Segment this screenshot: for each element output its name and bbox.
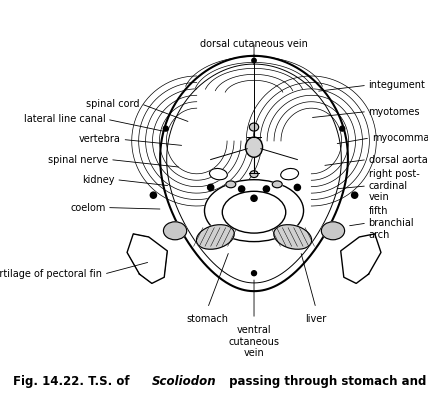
Circle shape xyxy=(238,186,245,192)
Text: ventral
cutaneous
vein: ventral cutaneous vein xyxy=(229,325,279,358)
Circle shape xyxy=(163,126,168,131)
Text: Fig. 14.22. T.S. of: Fig. 14.22. T.S. of xyxy=(13,375,134,388)
Text: kidney: kidney xyxy=(82,175,115,185)
Ellipse shape xyxy=(205,180,303,242)
Ellipse shape xyxy=(250,171,258,178)
Text: right post-
cardinal
vein: right post- cardinal vein xyxy=(369,169,419,202)
Text: coelom: coelom xyxy=(70,202,105,213)
Polygon shape xyxy=(127,234,167,283)
Text: spinal cord: spinal cord xyxy=(86,99,140,109)
Text: myocommata: myocommata xyxy=(372,133,428,143)
Ellipse shape xyxy=(163,222,187,240)
Circle shape xyxy=(340,126,345,131)
Polygon shape xyxy=(166,64,342,283)
Polygon shape xyxy=(341,234,381,283)
Ellipse shape xyxy=(272,181,282,188)
Text: cartilage of pectoral fin: cartilage of pectoral fin xyxy=(0,269,102,279)
Ellipse shape xyxy=(196,225,234,249)
Text: fifth
branchial
arch: fifth branchial arch xyxy=(369,206,414,240)
Circle shape xyxy=(252,58,256,62)
Circle shape xyxy=(263,186,270,192)
Ellipse shape xyxy=(209,169,227,180)
Circle shape xyxy=(252,271,256,275)
Ellipse shape xyxy=(281,169,299,180)
Circle shape xyxy=(251,195,257,201)
Text: stomach: stomach xyxy=(187,314,229,324)
Ellipse shape xyxy=(274,225,312,249)
Circle shape xyxy=(294,184,300,191)
Ellipse shape xyxy=(226,181,236,188)
Circle shape xyxy=(208,184,214,191)
Text: spinal nerve: spinal nerve xyxy=(48,154,108,165)
Ellipse shape xyxy=(321,222,345,240)
Circle shape xyxy=(351,192,358,198)
Text: Scoliodon: Scoliodon xyxy=(152,375,217,388)
Ellipse shape xyxy=(250,123,259,131)
Ellipse shape xyxy=(222,191,286,233)
Text: dorsal aorta: dorsal aorta xyxy=(369,154,427,165)
Text: vertebra: vertebra xyxy=(79,134,121,145)
Text: myotomes: myotomes xyxy=(369,107,420,117)
Text: integument: integument xyxy=(369,80,425,90)
Ellipse shape xyxy=(246,137,262,157)
Text: liver: liver xyxy=(305,314,327,324)
Text: dorsal cutaneous vein: dorsal cutaneous vein xyxy=(200,39,308,49)
Text: lateral line canal: lateral line canal xyxy=(24,114,105,124)
Circle shape xyxy=(150,192,157,198)
Text: passing through stomach and liver.: passing through stomach and liver. xyxy=(225,375,428,388)
